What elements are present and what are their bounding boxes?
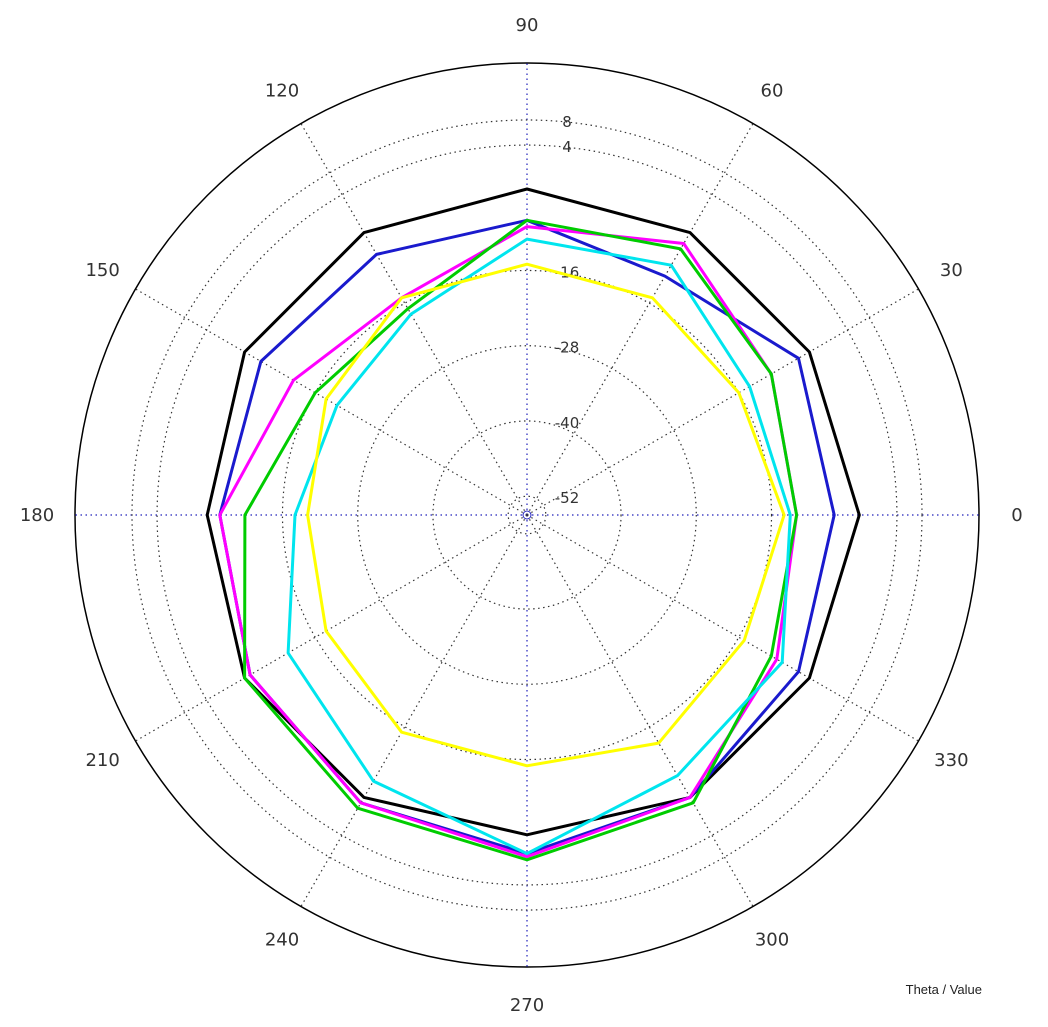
radial-label-1: 4 [562, 138, 572, 156]
outer-frame [74, 62, 980, 968]
ring-2 [281, 269, 773, 761]
ring-5 [507, 495, 547, 535]
radial-tick-labels: 84-16-28-40-52 [555, 113, 580, 507]
angle-tick-labels: 0 30 60 90 120 150 180 210 240 300 330 270 [20, 15, 1023, 1016]
angle-label-180: 180 [20, 505, 54, 526]
radial-label-5: -52 [555, 489, 580, 507]
radial-label-3: -28 [555, 339, 580, 357]
angle-label-60: 60 [761, 81, 784, 102]
polar-grid [74, 62, 980, 968]
radial-label-4: -40 [555, 414, 580, 432]
ring-0 [131, 119, 923, 911]
angle-label-90: 90 [516, 15, 539, 36]
spoke-60 [526, 123, 754, 516]
spoke-240 [300, 514, 528, 907]
angle-label-120: 120 [265, 81, 299, 102]
spoke-30 [526, 288, 919, 516]
spoke-210 [135, 514, 528, 742]
angle-label-150: 150 [85, 260, 119, 281]
series-3 [243, 218, 799, 862]
ring-1 [156, 144, 898, 886]
angle-label-0: 0 [1011, 505, 1022, 526]
series-2 [218, 225, 799, 859]
angle-label-270: 270 [510, 995, 544, 1016]
spoke-120 [300, 123, 528, 516]
angle-label-30: 30 [940, 260, 963, 281]
series-5 [306, 262, 786, 768]
series-4 [286, 237, 792, 856]
angle-label-210: 210 [85, 750, 119, 771]
radial-label-0: 8 [562, 113, 572, 131]
ring-4 [432, 420, 622, 610]
spoke-330 [526, 514, 919, 742]
spoke-300 [526, 514, 754, 907]
ring-3 [357, 345, 697, 685]
angle-label-240: 240 [265, 929, 299, 950]
series-layer [205, 187, 861, 862]
spoke-150 [135, 288, 528, 516]
angle-label-330: 330 [934, 750, 968, 771]
angle-label-300: 300 [755, 929, 789, 950]
center-marker [522, 510, 532, 520]
theta-value-label: Theta / Value [905, 982, 982, 997]
